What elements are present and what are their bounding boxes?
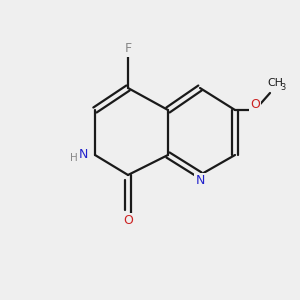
Text: O: O: [123, 214, 133, 227]
Text: N: N: [79, 148, 88, 161]
Text: 3: 3: [280, 83, 285, 92]
Text: O: O: [250, 98, 260, 111]
Text: F: F: [124, 43, 132, 56]
Text: CH: CH: [267, 78, 284, 88]
Text: N: N: [195, 175, 205, 188]
Text: H: H: [70, 153, 78, 163]
